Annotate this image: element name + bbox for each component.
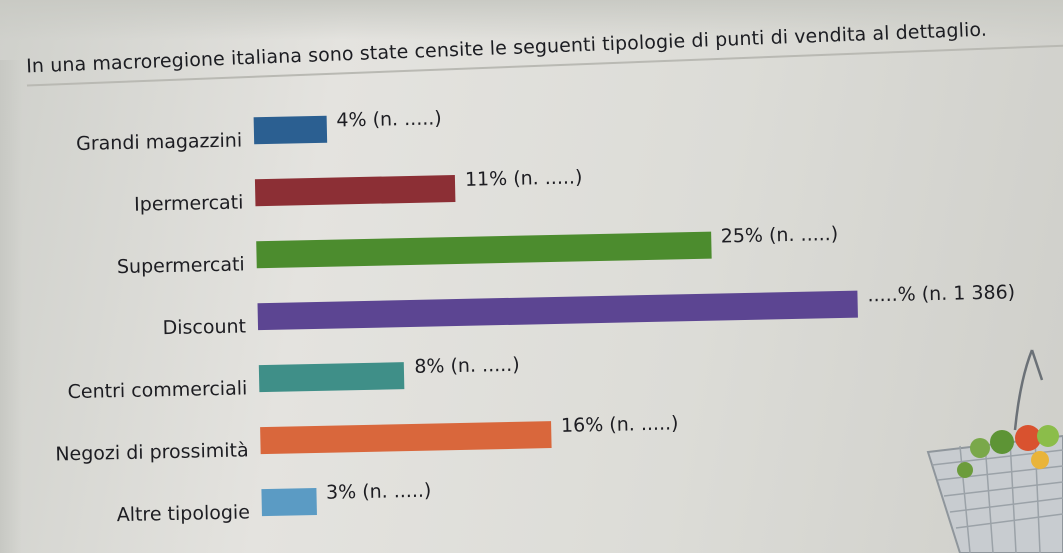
page-edge (0, 60, 22, 553)
bar (261, 488, 317, 517)
bar (258, 362, 405, 393)
value-label: 25% (n. .....) (720, 223, 839, 248)
bar (253, 115, 327, 145)
shopping-cart-icon (926, 349, 1063, 553)
category-label: Grandi magazzini (75, 129, 243, 155)
value-label: 16% (n. .....) (560, 412, 679, 437)
category-label: Supermercati (116, 253, 245, 279)
category-label: Negozi di prossimità (55, 439, 249, 466)
category-label: Altre tipologie (116, 501, 251, 527)
category-label: Centri commerciali (67, 377, 248, 404)
value-label: 3% (n. .....) (325, 479, 432, 504)
bar (260, 421, 552, 455)
bar (256, 231, 712, 269)
category-label: Ipermercati (133, 191, 244, 216)
category-label: Discount (162, 315, 247, 340)
bar (254, 175, 456, 207)
bar (257, 290, 858, 331)
value-label: .....% (n. 1 386) (867, 281, 1016, 307)
value-label: 11% (n. .....) (464, 166, 583, 191)
top-shadow (0, 0, 1063, 40)
value-label: 8% (n. .....) (414, 353, 520, 378)
value-label: 4% (n. .....) (336, 107, 442, 132)
